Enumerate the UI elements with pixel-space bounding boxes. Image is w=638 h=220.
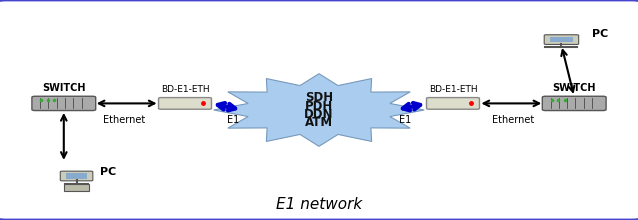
Text: SWITCH: SWITCH: [553, 83, 596, 93]
FancyBboxPatch shape: [544, 35, 579, 44]
Text: Ethernet: Ethernet: [103, 115, 145, 125]
Text: PC: PC: [591, 29, 608, 39]
FancyBboxPatch shape: [32, 96, 96, 110]
Polygon shape: [214, 74, 424, 146]
Text: BD-E1-ETH: BD-E1-ETH: [161, 85, 209, 94]
Text: E1: E1: [226, 115, 239, 125]
FancyBboxPatch shape: [542, 96, 606, 110]
Text: SDH: SDH: [305, 91, 333, 104]
Text: E1 network: E1 network: [276, 197, 362, 212]
Text: DDN: DDN: [304, 108, 334, 121]
Text: ATM: ATM: [305, 116, 333, 130]
FancyBboxPatch shape: [66, 173, 87, 179]
FancyBboxPatch shape: [550, 37, 573, 42]
FancyBboxPatch shape: [60, 171, 93, 181]
FancyBboxPatch shape: [64, 184, 89, 191]
FancyBboxPatch shape: [158, 97, 212, 109]
Text: SWITCH: SWITCH: [42, 83, 85, 93]
Text: PC: PC: [100, 167, 117, 177]
Text: PDH: PDH: [305, 100, 333, 113]
FancyBboxPatch shape: [426, 97, 480, 109]
Text: BD-E1-ETH: BD-E1-ETH: [429, 85, 477, 94]
Text: E1: E1: [399, 115, 412, 125]
Text: Ethernet: Ethernet: [493, 115, 535, 125]
